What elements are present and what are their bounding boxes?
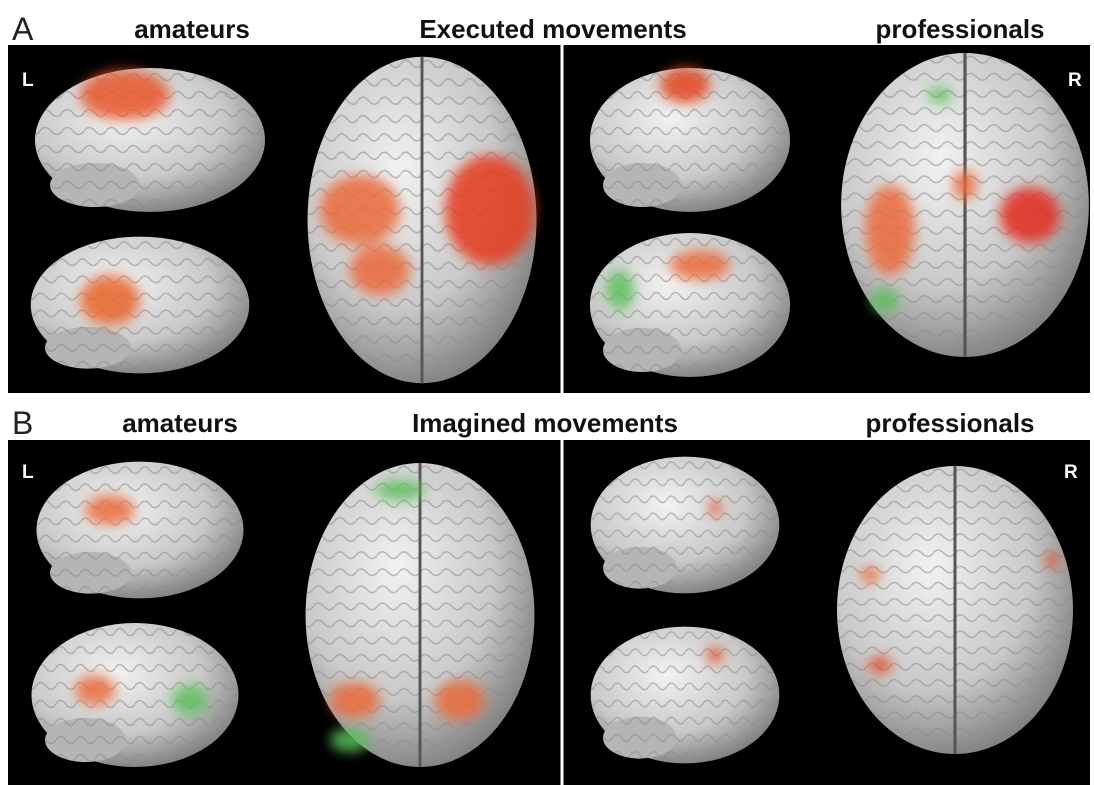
hemisphere-marker: R xyxy=(1068,70,1082,91)
panel-label: A xyxy=(12,11,34,47)
page: {"panels": [ {"label": "A", "left_title"… xyxy=(0,0,1094,785)
right-title: professionals xyxy=(865,408,1034,438)
right-title: professionals xyxy=(875,14,1044,44)
center-title: Executed movements xyxy=(419,14,686,44)
center-title: Imagined movements xyxy=(412,408,678,438)
left-title: amateurs xyxy=(134,14,250,44)
panel-label: B xyxy=(12,405,33,441)
hemisphere-marker: L xyxy=(22,70,34,91)
figure: A amateurs Executed movements profession… xyxy=(0,0,1094,785)
hemisphere-marker: R xyxy=(1064,462,1078,483)
left-title: amateurs xyxy=(122,408,238,438)
hemisphere-marker: L xyxy=(22,462,34,483)
